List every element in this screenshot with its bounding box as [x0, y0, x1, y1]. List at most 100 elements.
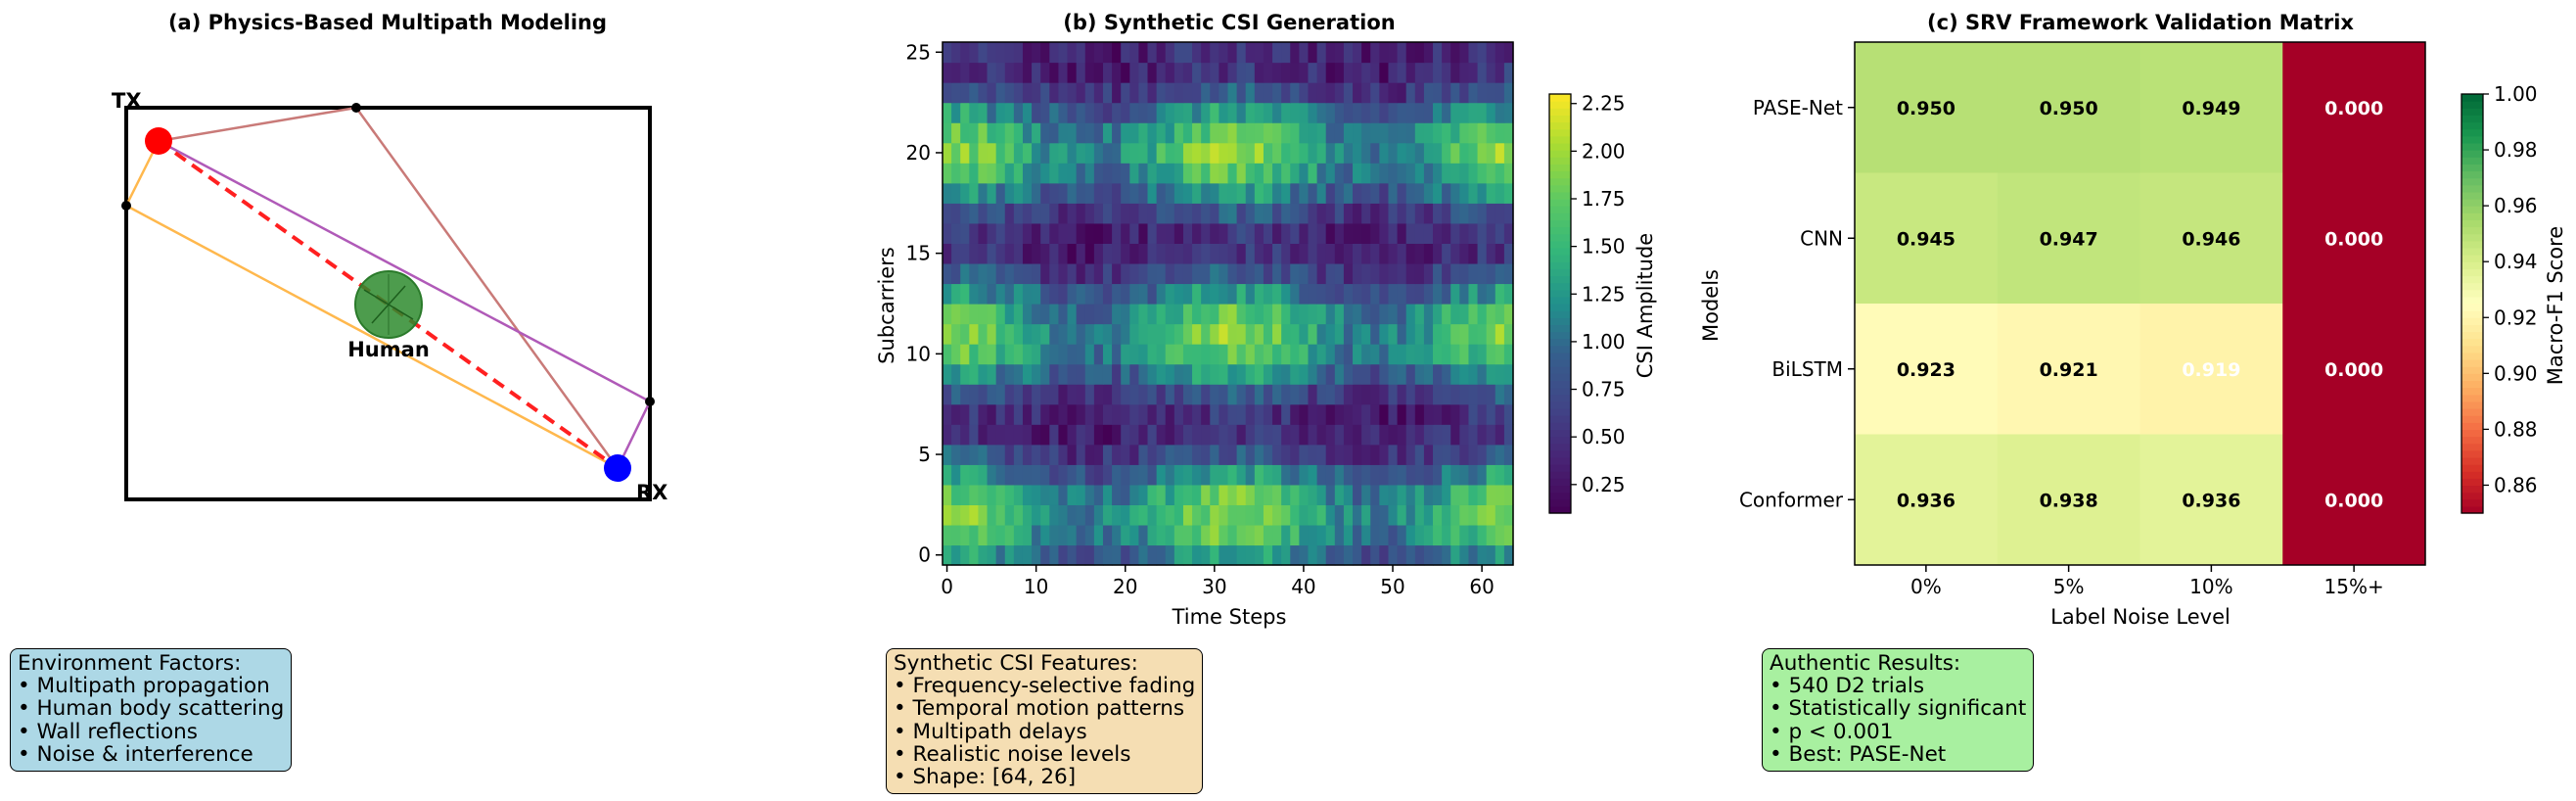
colorbar-label: CSI Amplitude — [1633, 233, 1657, 378]
csi-cell — [1254, 222, 1265, 244]
csi-cell — [1102, 403, 1113, 425]
csi-cell — [1477, 62, 1488, 83]
csi-cell — [1343, 102, 1354, 123]
csi-cell — [969, 163, 980, 184]
csi-cell — [1334, 62, 1345, 83]
csi-cell — [1503, 484, 1514, 505]
csi-cell — [1013, 203, 1024, 224]
csi-cell — [1156, 524, 1167, 546]
csi-cell — [1353, 344, 1362, 365]
csi-cell — [1004, 122, 1015, 144]
csi-cell — [1468, 82, 1479, 104]
colorbar-segment — [1549, 212, 1571, 220]
csi-cell — [1414, 344, 1425, 365]
csi-cell — [1156, 444, 1167, 465]
csi-cell — [1353, 203, 1362, 224]
csi-cell — [1076, 384, 1086, 405]
csi-cell — [1388, 163, 1399, 184]
f1-colorbar: 0.860.880.900.920.940.960.981.00 — [2461, 82, 2538, 514]
csi-cell — [1076, 42, 1086, 64]
csi-cell — [1477, 222, 1488, 244]
csi-cell — [1032, 384, 1041, 405]
csi-cell — [1353, 304, 1362, 325]
note-item: • Noise & interference — [18, 741, 253, 767]
csi-cell — [1442, 504, 1451, 526]
csi-cell — [1129, 243, 1140, 264]
csi-cell — [1343, 62, 1354, 83]
csi-cell — [1423, 102, 1434, 123]
csi-cell — [1245, 122, 1256, 144]
csi-cell — [1414, 243, 1425, 264]
csi-cell — [1503, 142, 1514, 164]
csi-cell — [1477, 304, 1488, 325]
csi-cell — [987, 504, 997, 526]
environment-factors-box: Environment Factors: • Multipath propaga… — [10, 648, 293, 773]
csi-cell — [995, 484, 1006, 505]
csi-cell — [1201, 42, 1211, 64]
csi-cell — [1325, 384, 1336, 405]
csi-cell — [1165, 304, 1175, 325]
csi-cell — [1281, 262, 1291, 285]
csi-cell — [1165, 403, 1175, 425]
csi-cell — [1201, 444, 1211, 465]
csi-cell — [1316, 203, 1327, 224]
csi-cell — [943, 142, 952, 164]
colorbar-segment — [1549, 373, 1571, 382]
csi-cell — [1013, 42, 1024, 64]
csi-cell — [1379, 484, 1390, 505]
csi-cell — [1201, 403, 1211, 425]
colorbar-tick-label: 0.96 — [2494, 194, 2538, 217]
csi-cell — [1040, 163, 1050, 184]
csi-cell — [1468, 544, 1479, 566]
csi-cell — [960, 323, 970, 345]
room-boundary — [124, 106, 652, 501]
colorbar-segment — [1549, 359, 1571, 367]
csi-cell — [1405, 182, 1416, 204]
x-tick-label: 50 — [1380, 575, 1404, 598]
csi-cell — [1379, 524, 1390, 546]
csi-cell — [987, 323, 997, 345]
csi-cell — [1040, 363, 1050, 385]
csi-cell — [1067, 42, 1078, 64]
csi-cell — [1219, 444, 1229, 465]
csi-cell — [943, 62, 952, 83]
csi-cell — [1138, 102, 1149, 123]
csi-cell — [1004, 203, 1015, 224]
csi-cell — [1254, 82, 1265, 104]
csi-cell — [1219, 42, 1229, 64]
csi-cell — [1245, 344, 1256, 365]
csi-cell — [1379, 344, 1390, 365]
csi-cell — [978, 102, 989, 123]
csi-cell — [1334, 524, 1345, 546]
csi-cell — [1173, 304, 1184, 325]
csi-cell — [1388, 203, 1399, 224]
colorbar-segment — [2461, 436, 2483, 445]
csi-cell — [1236, 262, 1247, 285]
csi-cell — [1013, 283, 1024, 305]
csi-cell — [987, 142, 997, 164]
csi-cell — [1067, 102, 1078, 123]
csi-cell — [1459, 323, 1470, 345]
csi-cell — [1290, 344, 1300, 365]
csi-cell — [978, 62, 989, 83]
matrix-cell-value: 0.946 — [2182, 228, 2240, 250]
csi-cell — [1129, 504, 1140, 526]
csi-cell — [1468, 62, 1479, 83]
csi-cell — [1361, 304, 1371, 325]
csi-cell — [1290, 262, 1300, 285]
csi-cell — [1353, 62, 1362, 83]
csi-cell — [1486, 524, 1496, 546]
csi-cell — [1182, 163, 1193, 184]
csi-cell — [1138, 42, 1149, 64]
colorbar-segment — [1549, 352, 1571, 360]
csi-cell — [1147, 42, 1158, 64]
csi-cell — [1468, 363, 1479, 385]
csi-cell — [1022, 504, 1033, 526]
csi-cell — [1102, 243, 1113, 264]
csi-cell — [1076, 524, 1086, 546]
csi-cell — [1433, 122, 1443, 144]
colorbar-segment — [2461, 101, 2483, 109]
csi-cell — [1058, 304, 1069, 325]
csi-cell — [1308, 243, 1318, 264]
csi-cell — [1227, 304, 1238, 325]
